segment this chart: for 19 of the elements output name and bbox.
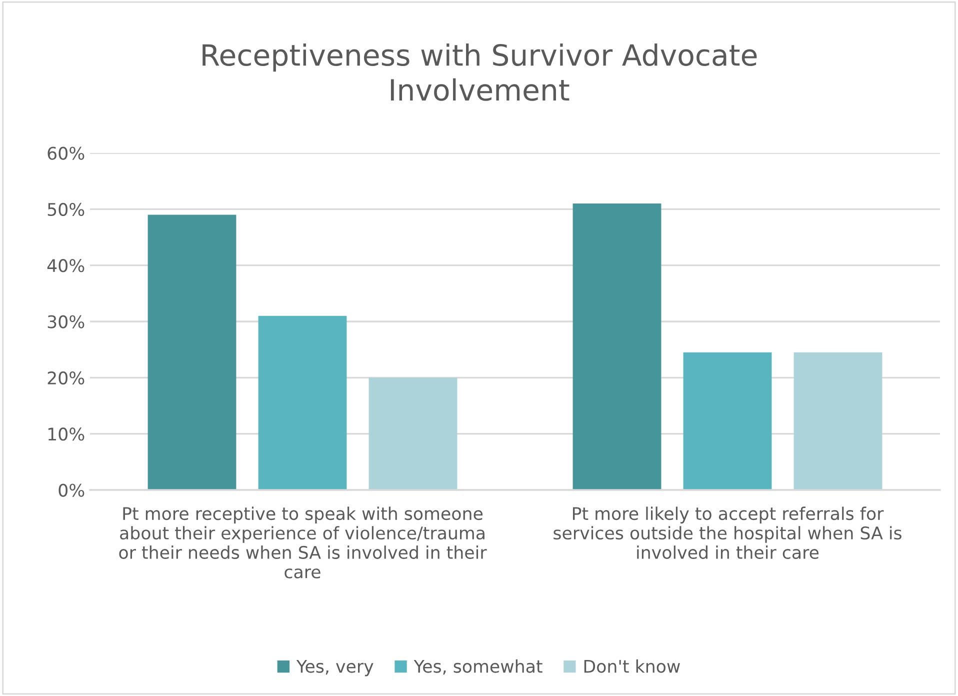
y-tick-label: 10%	[48, 428, 84, 441]
chart-title: Receptiveness with Survivor Advocate Involvement	[202, 43, 757, 101]
legend-label: Yes, somewhat	[414, 659, 542, 675]
y-tick-label: 60%	[48, 146, 84, 160]
bar	[572, 204, 662, 490]
y-tick-label: 50%	[48, 202, 84, 216]
bar	[368, 378, 458, 490]
y-tick-label: 40%	[47, 259, 84, 272]
bar	[258, 316, 347, 490]
y-tick-label: 30%	[48, 315, 84, 328]
bar	[148, 214, 236, 490]
legend-label: Don't know	[584, 659, 680, 673]
y-tick-label: 0%	[58, 484, 84, 497]
x-tick-label: Pt more likely to accept referrals for services outside the hospital when SA is involved in their care	[554, 506, 902, 559]
x-tick-label: Pt more receptive to speak with someone about their experience of violence/trauma or their needs when SA is involved in their care	[119, 506, 487, 578]
y-tick-label: 20%	[48, 371, 84, 385]
bar	[683, 352, 772, 490]
bar	[794, 352, 882, 490]
legend-label: Yes, very	[296, 660, 374, 676]
